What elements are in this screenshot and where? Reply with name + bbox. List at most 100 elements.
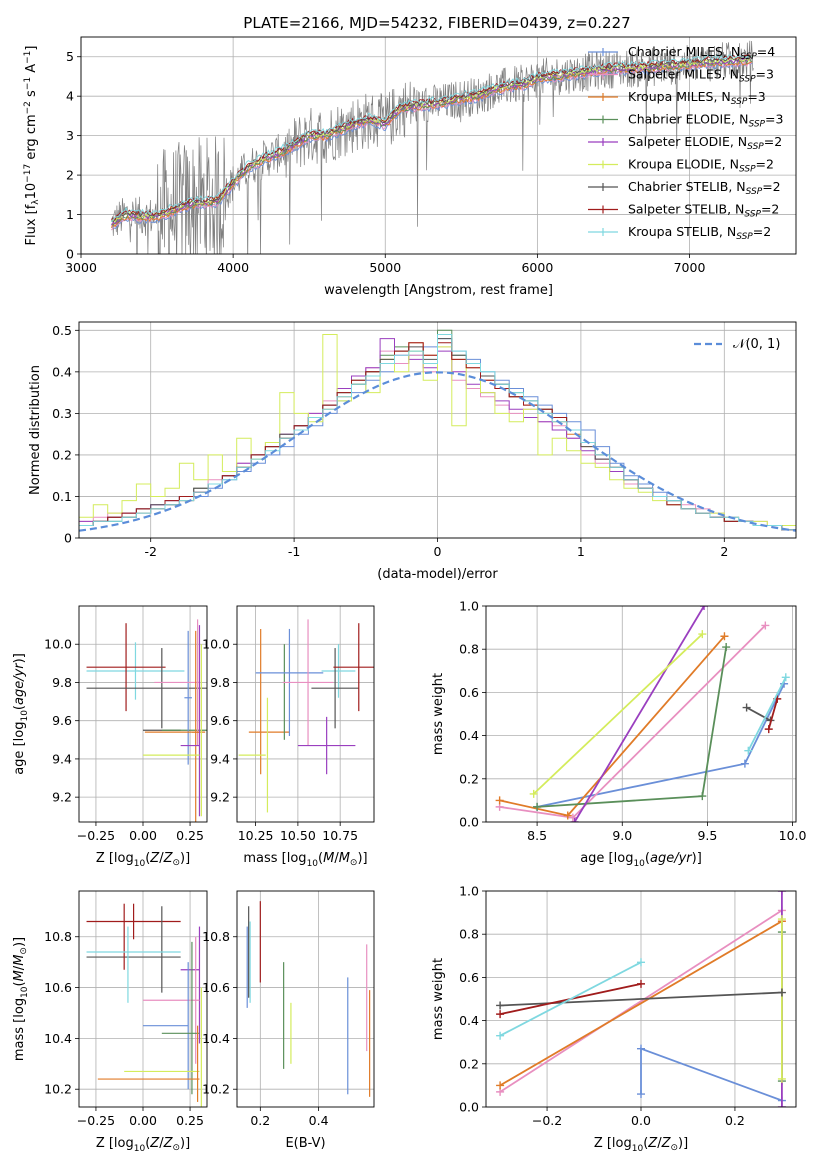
y-tick-label: 10.0 <box>44 637 72 652</box>
y-tick-label: 0.1 <box>52 489 72 504</box>
plot-area <box>238 619 374 813</box>
errorbar <box>311 648 359 729</box>
x-tick-label: −0.2 <box>532 1113 562 1128</box>
x-tick-label: 7000 <box>674 260 706 275</box>
legend: 𝒩(0, 1) <box>694 337 780 352</box>
axes-frame <box>485 605 797 823</box>
y-tick-label: 9.4 <box>210 751 230 766</box>
y-tick-label: 0.0 <box>459 1100 479 1115</box>
weight-line-1 <box>536 683 785 808</box>
x-tick-label: 0 <box>434 544 442 559</box>
x-axis-label: (data-model)/error <box>377 567 498 582</box>
weight-line-8 <box>767 698 779 730</box>
plot-area <box>246 901 371 1097</box>
observed-spectrum-line <box>111 40 754 254</box>
y-tick-label: 0.2 <box>459 1056 479 1071</box>
legend-label: Salpeter ELODIE, NSSP=2 <box>628 134 782 152</box>
y-tick-label: 10.6 <box>44 980 72 995</box>
y-tick-label: 0.4 <box>52 364 72 379</box>
ticks: 3000 4000 5000 6000 7000 0 1 2 3 4 5 <box>65 49 705 275</box>
y-axis-label: Normed distribution <box>28 365 43 495</box>
y-tick-label: 10.2 <box>44 1082 72 1097</box>
x-tick-label: 0.2 <box>250 1113 270 1128</box>
histogram-1 <box>79 338 796 538</box>
ticks: −0.25 0.00 0.25 10.2 10.4 10.6 10.8 <box>44 929 204 1128</box>
y-tick-label: 9.6 <box>210 713 230 728</box>
figure-title: PLATE=2166, MJD=54232, FIBERID=0439, z=0… <box>243 14 630 32</box>
plot-area <box>86 903 202 1107</box>
weight-line-1 <box>640 1047 783 1102</box>
y-tick-label: 0.4 <box>459 1013 479 1028</box>
panel-weight-vs-Z: −0.2 0.0 0.2 0.0 0.2 0.4 0.6 0.8 1.0 Z [log10(Z/Z… <box>431 884 797 1154</box>
x-tick-label: 10.50 <box>280 828 316 843</box>
x-tick-label: −0.25 <box>77 1113 115 1128</box>
y-tick-label: 0.0 <box>459 815 479 830</box>
y-tick-label: 3 <box>66 128 74 143</box>
y-tick-label: 9.8 <box>210 675 230 690</box>
y-tick-label: 0 <box>66 247 74 262</box>
grid-lines <box>237 891 374 1107</box>
weight-marker <box>777 891 786 895</box>
weight-line-2 <box>499 909 783 1093</box>
model-line-8 <box>111 54 753 221</box>
plot-area <box>86 619 207 822</box>
y-tick-label: 5 <box>66 49 74 64</box>
y-tick-label: 1.0 <box>459 599 479 614</box>
x-tick-label: 6000 <box>521 260 553 275</box>
x-tick-label: −0.25 <box>77 828 115 843</box>
y-tick-label: 10.8 <box>202 929 230 944</box>
errorbar <box>321 644 356 698</box>
weight-marker <box>496 1031 505 1040</box>
legend: Chabrier MILES, NSSP=4 Salpeter MILES, NS… <box>588 44 783 242</box>
x-tick-label: 0.25 <box>176 828 204 843</box>
axes-frame <box>80 36 797 255</box>
legend-label: Chabrier ELODIE, NSSP=3 <box>628 112 783 130</box>
y-tick-label: 10.0 <box>202 637 230 652</box>
x-axis-label: Z [log10(Z/Z⊙)] <box>96 1136 190 1154</box>
x-tick-label: 1 <box>577 544 585 559</box>
y-tick-label: 1.0 <box>459 884 479 899</box>
x-tick-label: 8.5 <box>527 828 547 843</box>
y-tick-label: 9.2 <box>210 790 230 805</box>
panel-spectrum: 3000 4000 5000 6000 7000 0 1 2 3 4 5 Chabrier MILES… <box>23 36 797 298</box>
ticks: 8.5 9.0 9.5 10.0 0.0 0.2 0.4 0.6 0.8 1.0 <box>459 599 806 844</box>
weight-line-3 <box>499 920 783 1087</box>
y-tick-label: 9.2 <box>52 790 72 805</box>
x-tick-label: 10.0 <box>779 828 807 843</box>
weight-marker <box>698 792 707 801</box>
ticks: -2 -1 0 1 2 0 0.1 0.2 0.3 0.4 0.5 <box>52 323 728 559</box>
weight-marker <box>777 915 786 924</box>
y-tick-label: 0 <box>64 531 72 546</box>
grid-lines <box>486 605 796 823</box>
y-tick-label: 0.2 <box>459 771 479 786</box>
weight-marker <box>568 813 577 822</box>
normal-reference-curve <box>79 371 796 532</box>
y-tick-label: 0.2 <box>52 447 72 462</box>
legend-label: Chabrier MILES, NSSP=4 <box>628 44 775 62</box>
y-axis-label: age [log10(age/yr)] <box>12 653 30 775</box>
x-tick-label: 10.75 <box>322 828 358 843</box>
ticks: −0.2 0.0 0.2 0.0 0.2 0.4 0.6 0.8 1.0 <box>459 884 745 1129</box>
y-tick-label: 0.5 <box>52 323 72 338</box>
model-line-9 <box>111 53 753 223</box>
x-tick-label: 0.2 <box>725 1113 745 1128</box>
weight-line-9 <box>499 961 642 1037</box>
y-tick-label: 0.3 <box>52 406 72 421</box>
weight-marker <box>637 1090 645 1099</box>
y-axis-label: Flux [fλ10−17 erg cm−2 s−1 A−1] <box>23 46 41 246</box>
weight-line-7 <box>746 706 771 722</box>
weight-marker <box>496 1010 505 1019</box>
weight-marker <box>744 746 753 755</box>
axes-frame <box>236 605 375 823</box>
legend-label: Salpeter MILES, NSSP=3 <box>628 67 774 85</box>
weight-marker <box>496 1081 505 1090</box>
ticks: 0.2 0.4 10.2 10.4 10.6 10.8 <box>202 929 328 1128</box>
grid-lines <box>79 606 207 822</box>
weight-marker <box>777 1103 786 1107</box>
x-tick-label: 0.00 <box>129 828 157 843</box>
panel-weight-vs-age: 8.5 9.0 9.5 10.0 0.0 0.2 0.4 0.6 0.8 1.0 age [log1… <box>431 599 807 870</box>
y-tick-label: 10.8 <box>44 929 72 944</box>
histogram-6 <box>79 334 796 538</box>
weight-marker <box>777 988 786 997</box>
y-tick-label: 9.6 <box>52 713 72 728</box>
